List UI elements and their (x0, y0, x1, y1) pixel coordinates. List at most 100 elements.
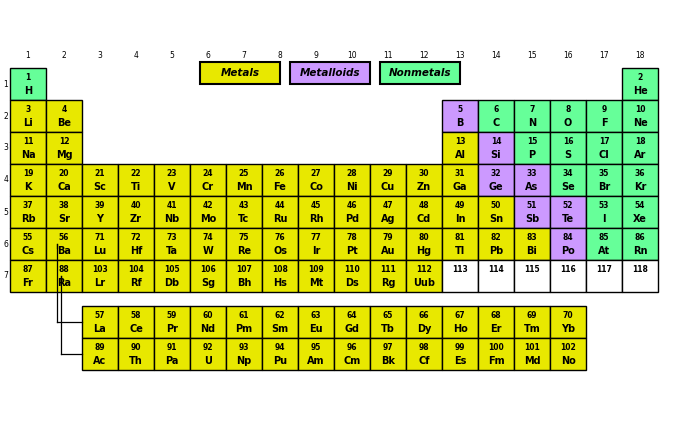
Text: Ce: Ce (129, 324, 143, 334)
Text: 25: 25 (239, 169, 249, 178)
Bar (380, 62, 460, 84)
Text: W: W (202, 246, 214, 256)
Bar (262, 228, 298, 260)
Text: 36: 36 (635, 169, 645, 178)
Text: Lr: Lr (94, 278, 106, 288)
Text: 87: 87 (22, 265, 34, 274)
Text: 43: 43 (239, 201, 249, 210)
Text: Hs: Hs (273, 278, 287, 288)
Bar (190, 196, 226, 228)
Bar (262, 260, 298, 292)
Bar (10, 100, 46, 132)
Bar (82, 196, 118, 228)
Text: 23: 23 (167, 169, 177, 178)
Bar (442, 228, 478, 260)
Bar (118, 306, 154, 338)
Bar (118, 196, 154, 228)
Text: 26: 26 (274, 169, 286, 178)
Text: 46: 46 (346, 201, 357, 210)
Bar (622, 228, 658, 260)
Text: Pr: Pr (166, 324, 178, 334)
Text: 105: 105 (164, 265, 180, 274)
Text: 33: 33 (526, 169, 538, 178)
Text: 37: 37 (22, 201, 34, 210)
Text: N: N (528, 118, 536, 128)
Text: Al: Al (454, 150, 466, 160)
Bar (550, 164, 586, 196)
Bar (46, 132, 82, 164)
Text: 14: 14 (491, 51, 500, 60)
Bar (118, 338, 154, 370)
Bar (82, 338, 118, 370)
Text: Eu: Eu (309, 324, 323, 334)
Text: Md: Md (524, 356, 540, 366)
Bar (82, 164, 118, 196)
Text: 2: 2 (4, 112, 8, 120)
Bar (370, 306, 406, 338)
Text: Hg: Hg (416, 246, 432, 256)
Bar (550, 100, 586, 132)
Text: Pd: Pd (345, 214, 359, 224)
Bar (290, 62, 370, 84)
Text: Sr: Sr (58, 214, 70, 224)
Bar (622, 132, 658, 164)
Bar (442, 100, 478, 132)
Text: Sn: Sn (489, 214, 503, 224)
Bar (226, 306, 262, 338)
Text: Li: Li (23, 118, 33, 128)
Bar (442, 260, 478, 292)
Text: Es: Es (454, 356, 466, 366)
Bar (478, 338, 514, 370)
Text: 72: 72 (131, 233, 141, 242)
Bar (154, 164, 190, 196)
Text: 8: 8 (278, 51, 282, 60)
Bar (154, 196, 190, 228)
Text: 71: 71 (94, 233, 105, 242)
Text: 83: 83 (526, 233, 538, 242)
Bar (190, 228, 226, 260)
Text: 52: 52 (563, 201, 573, 210)
Text: 11: 11 (384, 51, 393, 60)
Bar (550, 228, 586, 260)
Text: 115: 115 (524, 265, 540, 274)
Text: 108: 108 (272, 265, 288, 274)
Bar (154, 306, 190, 338)
Text: 29: 29 (383, 169, 393, 178)
Text: S: S (564, 150, 572, 160)
Text: 18: 18 (636, 51, 645, 60)
Bar (622, 68, 658, 100)
Bar (514, 306, 550, 338)
Bar (226, 196, 262, 228)
Bar (514, 260, 550, 292)
Bar (154, 260, 190, 292)
Bar (622, 164, 658, 196)
Text: Mt: Mt (309, 278, 323, 288)
Bar (10, 228, 46, 260)
Text: Sb: Sb (525, 214, 539, 224)
Bar (118, 260, 154, 292)
Bar (370, 338, 406, 370)
Bar (334, 260, 370, 292)
Bar (226, 260, 262, 292)
Text: 79: 79 (383, 233, 393, 242)
Bar (550, 196, 586, 228)
Text: 66: 66 (419, 311, 429, 320)
Text: 84: 84 (563, 233, 573, 242)
Bar (118, 228, 154, 260)
Text: Mg: Mg (56, 150, 72, 160)
Text: Ni: Ni (346, 182, 358, 192)
Text: 68: 68 (491, 311, 501, 320)
Text: 61: 61 (239, 311, 249, 320)
Text: Am: Am (307, 356, 325, 366)
Bar (262, 338, 298, 370)
Text: 96: 96 (346, 343, 357, 352)
Text: Pb: Pb (489, 246, 503, 256)
Text: 19: 19 (22, 169, 34, 178)
Bar (442, 306, 478, 338)
Text: Si: Si (491, 150, 501, 160)
Text: In: In (455, 214, 466, 224)
Text: Br: Br (598, 182, 610, 192)
Text: 114: 114 (488, 265, 504, 274)
Text: 15: 15 (527, 51, 537, 60)
Text: 24: 24 (203, 169, 214, 178)
